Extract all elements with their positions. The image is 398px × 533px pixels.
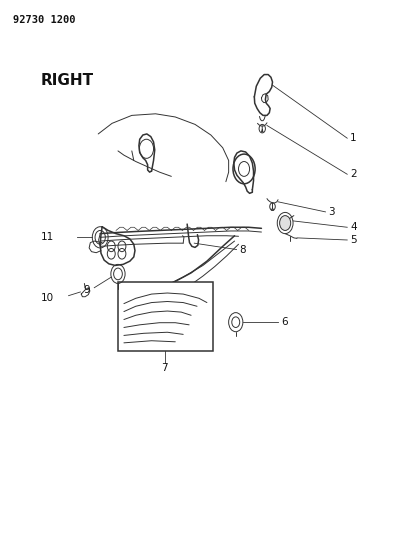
Text: 9: 9 bbox=[84, 285, 90, 295]
Text: 5: 5 bbox=[350, 235, 357, 245]
Text: 4: 4 bbox=[350, 222, 357, 232]
Text: 2: 2 bbox=[350, 169, 357, 179]
Text: 8: 8 bbox=[239, 245, 246, 255]
Text: 11: 11 bbox=[41, 232, 54, 242]
Text: 92730 1200: 92730 1200 bbox=[13, 14, 76, 25]
Text: RIGHT: RIGHT bbox=[41, 73, 94, 88]
Circle shape bbox=[280, 216, 291, 230]
Text: 6: 6 bbox=[281, 317, 288, 327]
Bar bbox=[118, 282, 213, 351]
Text: 10: 10 bbox=[41, 293, 54, 303]
Text: 1: 1 bbox=[350, 133, 357, 143]
Text: 7: 7 bbox=[161, 364, 168, 373]
Text: 3: 3 bbox=[328, 207, 335, 217]
